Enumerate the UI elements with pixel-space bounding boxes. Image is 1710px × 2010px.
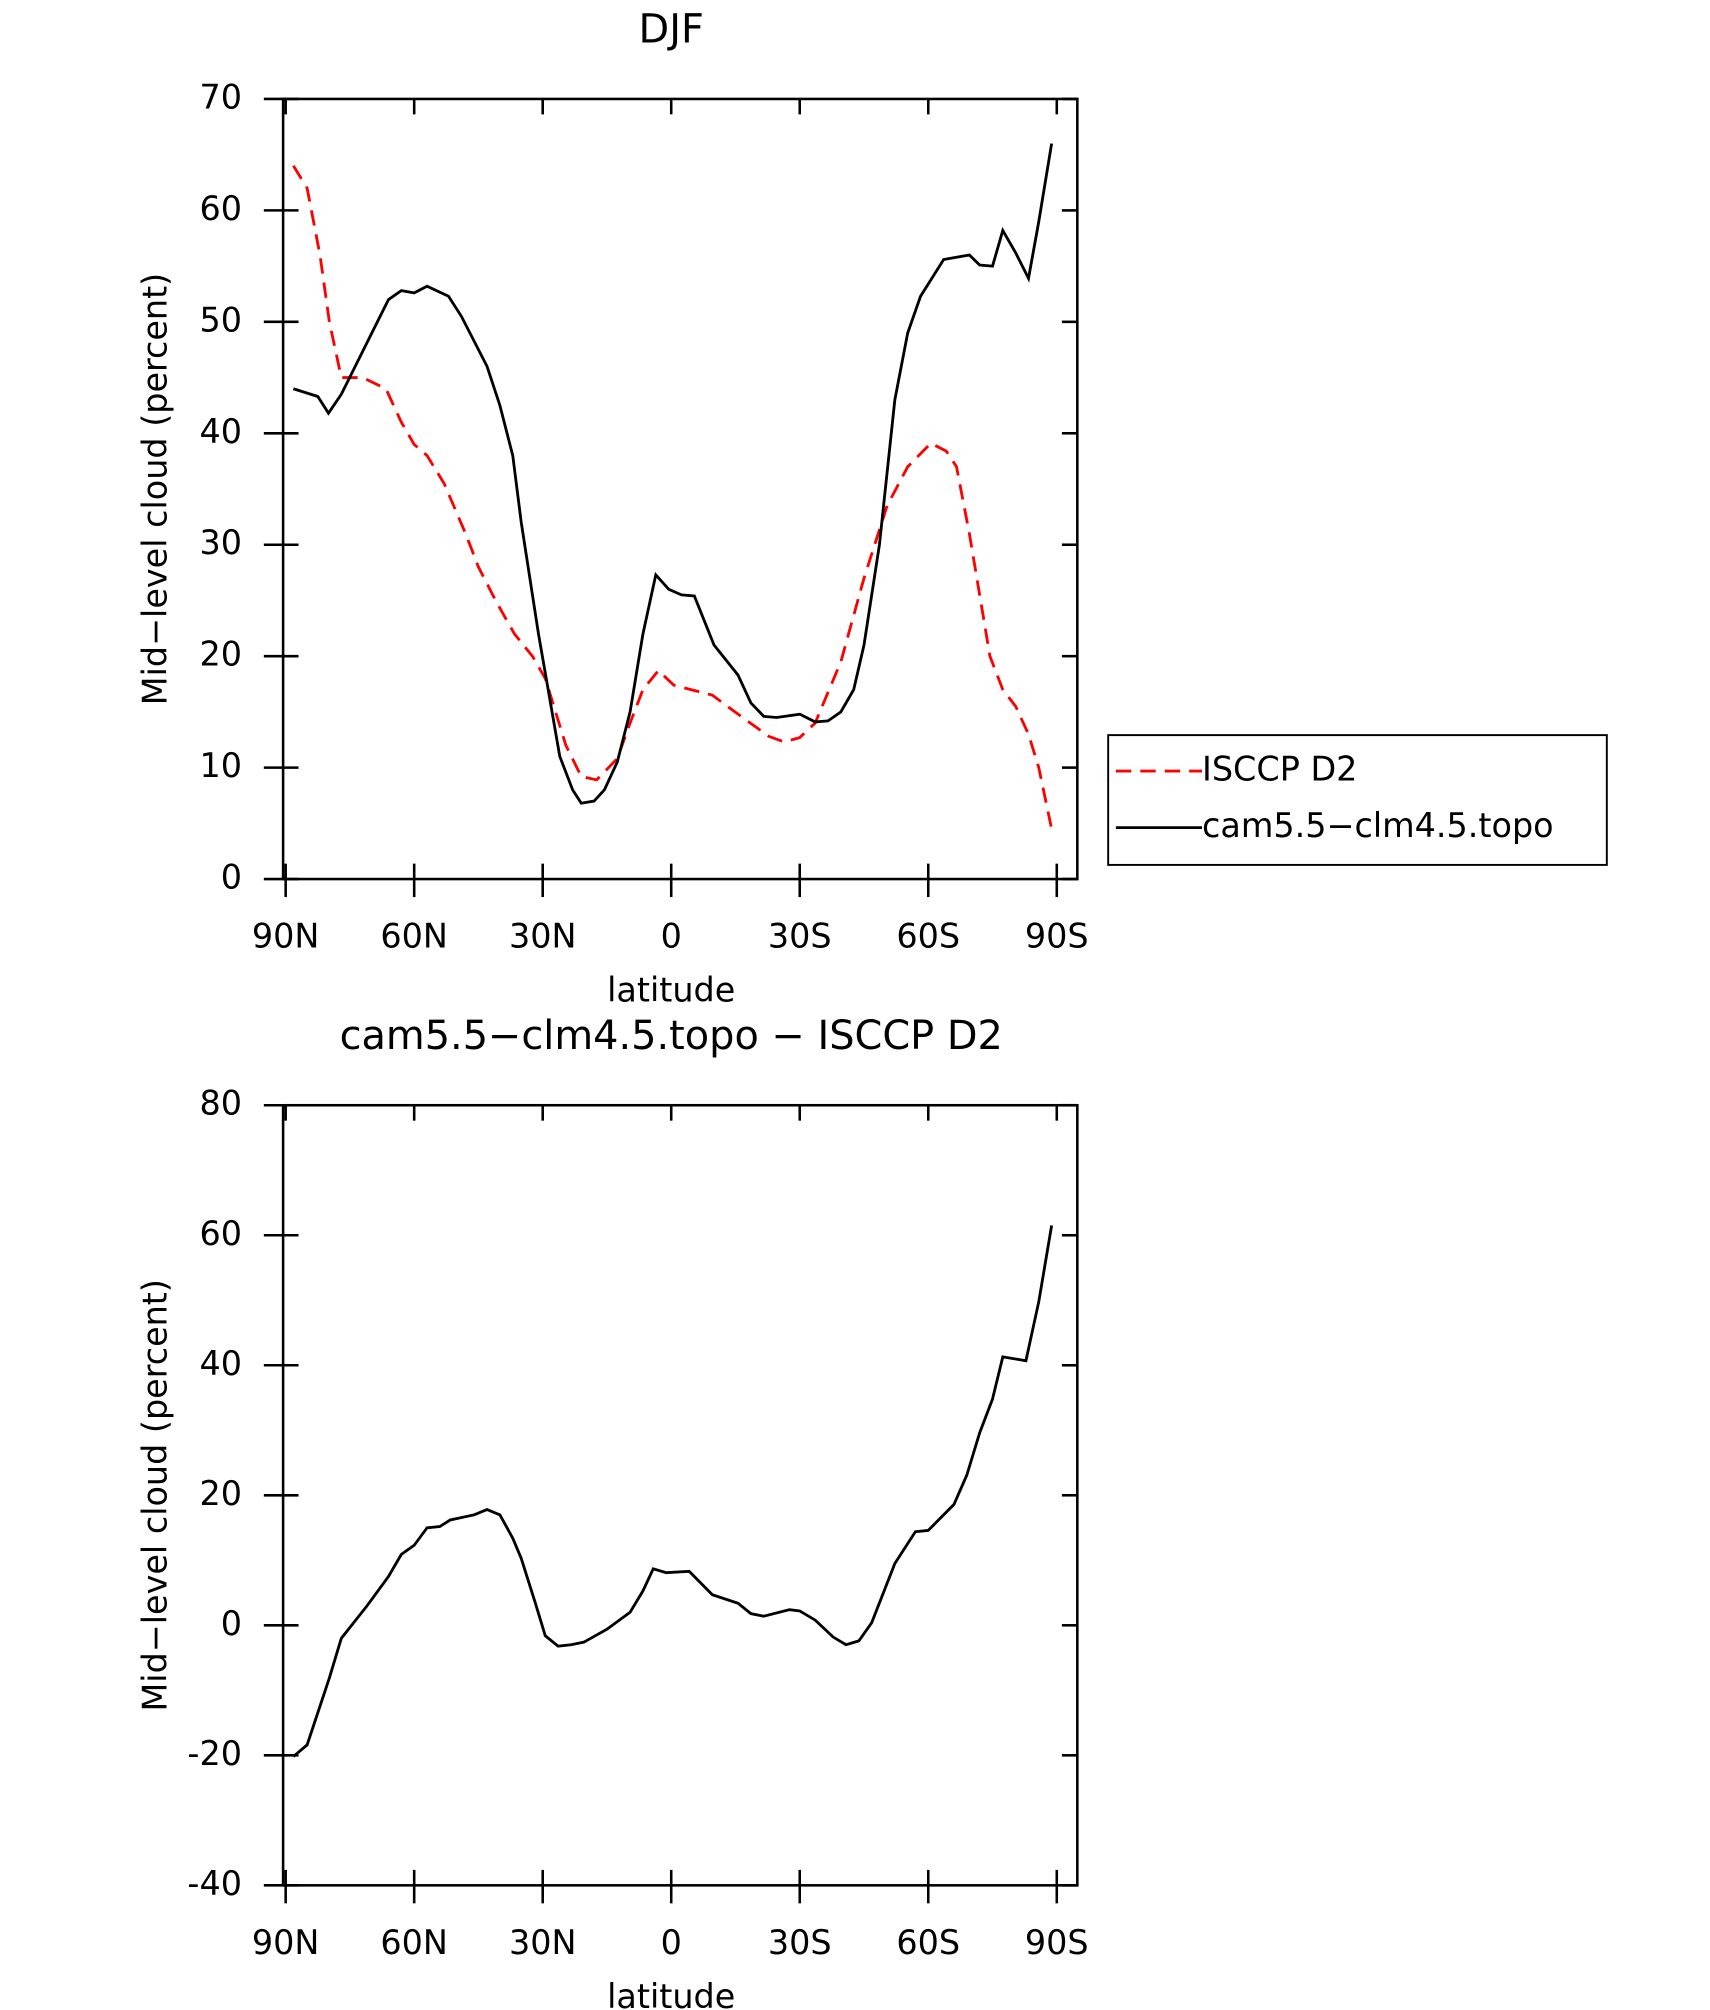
legend-label: ISCCP D2 [1202, 750, 1357, 789]
y-axis-label: Mid−level cloud (percent) [136, 273, 175, 705]
x-tick-label: 60S [896, 917, 960, 956]
y-tick-label: 70 [199, 77, 242, 116]
y-tick-label: 80 [199, 1084, 242, 1123]
data-line [292, 1225, 1054, 1758]
y-tick-label: 20 [199, 635, 242, 674]
x-tick-label: 30S [768, 917, 832, 956]
data-line [292, 165, 1054, 830]
x-axis-label: latitude [607, 1977, 735, 2010]
y-tick-label: 30 [199, 523, 242, 562]
x-tick-label: 0 [661, 1923, 682, 1962]
y-tick-label: 40 [199, 412, 242, 451]
legend-label: cam5.5−clm4.5.topo [1202, 806, 1554, 845]
x-tick-label: 60N [380, 917, 448, 956]
x-axis-label: latitude [607, 971, 735, 1010]
y-tick-label: -20 [187, 1734, 242, 1773]
x-tick-label: 60N [380, 1923, 448, 1962]
y-tick-label: 60 [199, 189, 242, 228]
x-tick-label: 90S [1025, 917, 1089, 956]
data-line [292, 143, 1054, 805]
x-tick-label: 30N [509, 917, 577, 956]
y-tick-label: 60 [199, 1214, 242, 1253]
y-tick-label: -40 [187, 1864, 242, 1903]
chart-title: DJF [639, 7, 704, 53]
chart-title: cam5.5−clm4.5.topo − ISCCP D2 [340, 1013, 1003, 1059]
legend-box [1107, 734, 1608, 866]
x-tick-label: 0 [661, 917, 682, 956]
plot-frame [281, 97, 1079, 881]
y-tick-label: 10 [199, 746, 242, 785]
y-tick-label: 0 [221, 1604, 242, 1643]
x-tick-label: 30S [768, 1923, 832, 1962]
x-tick-label: 60S [896, 1923, 960, 1962]
x-tick-label: 90N [252, 1923, 319, 1962]
x-tick-label: 90N [252, 917, 319, 956]
y-tick-label: 20 [199, 1474, 242, 1513]
x-tick-label: 90S [1025, 1923, 1089, 1962]
y-tick-label: 0 [221, 858, 242, 897]
y-axis-label: Mid−level cloud (percent) [136, 1279, 175, 1711]
x-tick-label: 30N [509, 1923, 577, 1962]
y-tick-label: 50 [199, 300, 242, 339]
y-tick-label: 40 [199, 1344, 242, 1383]
